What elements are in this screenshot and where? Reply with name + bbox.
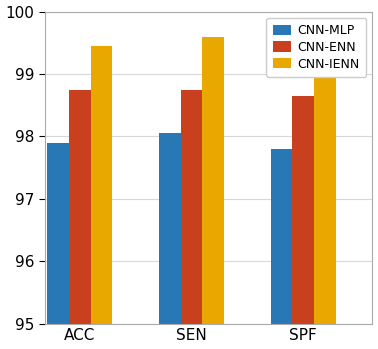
Bar xyxy=(69,90,91,349)
Bar xyxy=(314,68,336,349)
Bar xyxy=(47,143,69,349)
Bar xyxy=(203,37,224,349)
Legend: CNN-MLP, CNN-ENN, CNN-IENN: CNN-MLP, CNN-ENN, CNN-IENN xyxy=(266,18,366,77)
Bar xyxy=(271,149,293,349)
Bar xyxy=(181,90,203,349)
Bar xyxy=(91,46,112,349)
Bar xyxy=(159,133,181,349)
Bar xyxy=(293,96,314,349)
